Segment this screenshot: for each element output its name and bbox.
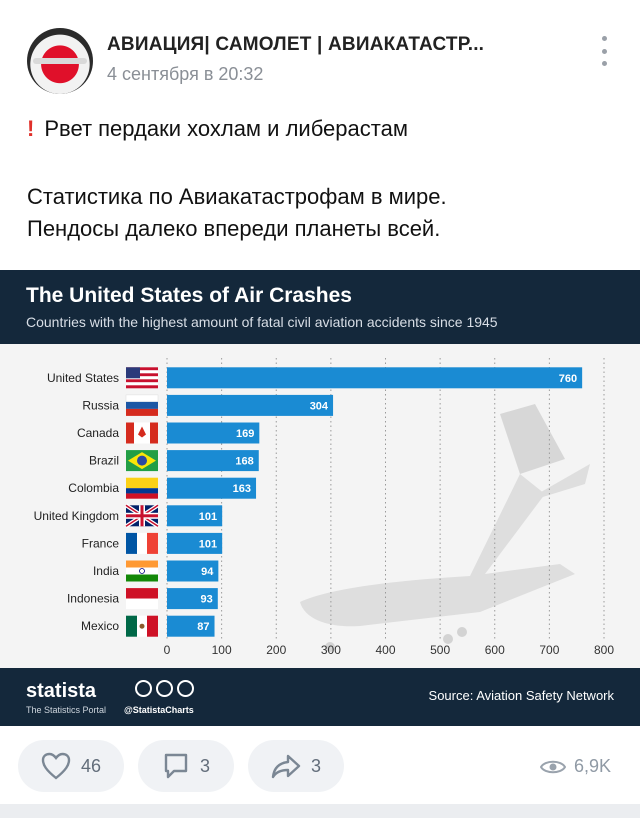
co-flag-icon xyxy=(126,477,158,499)
category-label: India xyxy=(93,564,119,578)
bar xyxy=(167,615,215,637)
bar xyxy=(167,450,259,472)
bar xyxy=(167,477,257,499)
chart-source: Source: Aviation Safety Network xyxy=(428,688,614,703)
bar-value-label: 169 xyxy=(236,428,254,440)
x-tick-label: 200 xyxy=(266,643,286,657)
x-tick-label: 700 xyxy=(539,643,559,657)
x-tick-label: 800 xyxy=(594,643,614,657)
bar-value-label: 101 xyxy=(199,538,217,550)
category-label: United States xyxy=(47,371,119,385)
fr-flag-icon xyxy=(126,532,158,554)
bar xyxy=(167,588,218,610)
x-tick-label: 0 xyxy=(164,643,171,657)
heart-icon xyxy=(41,752,71,780)
gb-flag-icon xyxy=(124,503,160,528)
x-tick-label: 400 xyxy=(375,643,395,657)
category-label: Indonesia xyxy=(67,592,119,606)
like-count: 46 xyxy=(80,755,102,776)
category-label: Brazil xyxy=(89,454,119,468)
x-tick-label: 600 xyxy=(485,643,505,657)
chart-body: 760 United States 304 Russia 169 Canada 168 Bra… xyxy=(0,344,640,668)
bar xyxy=(167,532,223,554)
post-timestamp[interactable]: 4 сентября в 20:32 xyxy=(107,64,264,84)
id-flag-icon xyxy=(126,588,158,610)
chart-title: The United States of Air Crashes xyxy=(26,284,352,307)
chart-header: The United States of Air Crashes Countri… xyxy=(0,270,640,344)
mx-flag-icon xyxy=(126,615,158,637)
category-label: Mexico xyxy=(81,619,119,633)
post-text-line: Статистика по Авиакатастрофам в мире. xyxy=(27,184,447,209)
creative-commons-icon xyxy=(135,680,194,697)
bar-value-label: 93 xyxy=(201,594,213,606)
bar-value-label: 760 xyxy=(559,373,577,385)
like-button[interactable]: 46 xyxy=(18,740,124,792)
share-button[interactable]: 3 xyxy=(248,740,344,792)
x-tick-label: 100 xyxy=(212,643,232,657)
group-name[interactable]: АВИАЦИЯ| САМОЛЕТ | АВИАКАТАСТР... xyxy=(107,34,485,55)
twitter-handle: @StatistaCharts xyxy=(124,705,194,715)
bar xyxy=(167,422,260,444)
comment-count: 3 xyxy=(199,755,210,776)
ca-flag-icon xyxy=(126,422,158,444)
statista-logo: statista xyxy=(26,680,97,702)
bar-value-label: 163 xyxy=(233,483,251,495)
us-flag-icon xyxy=(126,367,158,389)
post-text-line: Пендосы далеко впереди планеты всей. xyxy=(27,216,441,241)
category-label: Russia xyxy=(82,398,119,412)
comment-button[interactable]: 3 xyxy=(138,740,234,792)
x-tick-label: 500 xyxy=(430,643,450,657)
bar-chart: 760 United States 304 Russia 169 Canada 168 Bra… xyxy=(34,358,614,657)
infographic-image[interactable]: The United States of Air Crashes Countri… xyxy=(0,270,640,726)
bar xyxy=(167,367,583,389)
category-label: Colombia xyxy=(68,481,119,495)
ru-flag-icon xyxy=(125,394,159,416)
bar-value-label: 87 xyxy=(197,621,209,633)
post-actions: 46 3 3 6,9K xyxy=(0,730,640,818)
exclamation-icon: ! xyxy=(27,116,35,141)
bar-value-label: 94 xyxy=(201,566,214,578)
statista-tagline: The Statistics Portal xyxy=(26,705,107,715)
group-avatar[interactable] xyxy=(27,28,93,94)
eye-icon xyxy=(540,760,566,773)
in-flag-icon xyxy=(126,560,158,582)
bar-value-label: 101 xyxy=(199,511,217,523)
plane-watermark-icon xyxy=(300,404,590,652)
post-text-line: Рвет пердаки хохлам и либерастам xyxy=(44,116,408,141)
share-count: 3 xyxy=(310,755,321,776)
category-label: United Kingdom xyxy=(34,509,119,523)
divider xyxy=(0,804,640,818)
more-options-icon[interactable] xyxy=(597,36,611,66)
bar-value-label: 304 xyxy=(310,400,329,412)
chart-subtitle: Countries with the highest amount of fat… xyxy=(26,314,498,330)
post-text: ! Рвет пердаки хохлам и либерастам Статис… xyxy=(27,113,617,245)
bar xyxy=(167,560,219,582)
bar xyxy=(167,394,334,416)
view-count: 6,9K xyxy=(574,756,612,776)
x-tick-label: 300 xyxy=(321,643,341,657)
bar xyxy=(167,505,223,527)
share-icon xyxy=(271,754,301,779)
bar-value-label: 168 xyxy=(235,456,253,468)
category-label: Canada xyxy=(77,426,119,440)
view-counter: 6,9K xyxy=(540,756,611,777)
br-flag-icon xyxy=(126,450,158,472)
post-header: АВИАЦИЯ| САМОЛЕТ | АВИАКАТАСТР... 4 сент… xyxy=(0,0,640,100)
comment-icon xyxy=(164,753,188,779)
chart-footer: statista The Statistics Portal @Statista… xyxy=(0,668,640,726)
category-label: France xyxy=(82,536,120,550)
